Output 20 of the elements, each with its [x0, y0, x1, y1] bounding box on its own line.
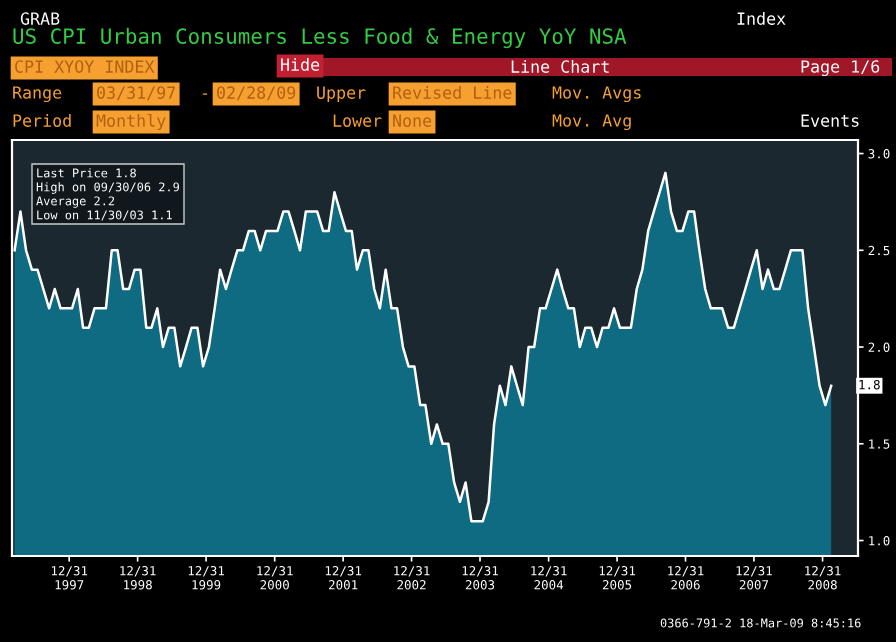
- text: CPI XYOY INDEX: [15, 60, 155, 73]
- text: Lower: [333, 114, 382, 127]
- text: Revised Line: [393, 85, 512, 99]
- text: None: [393, 114, 432, 127]
- text: Monthly: [96, 113, 166, 131]
- text: Index: [737, 11, 786, 25]
- text: 02/28/09: [217, 86, 296, 101]
- text: Mov. Avg: [552, 114, 631, 131]
- text: Events: [801, 114, 859, 127]
- chart-title: US CPI Urban Consumers Less Food & Energy YoY NSA: [13, 27, 627, 49]
- text: Line Chart: [511, 59, 609, 73]
- text: GRAB: [20, 12, 60, 25]
- text: Upper: [317, 86, 366, 103]
- text: Range: [13, 86, 62, 103]
- text: Period: [13, 113, 71, 127]
- text: Mov. Avgs: [552, 86, 641, 103]
- text: 03/31/97: [97, 86, 176, 101]
- text: Hide: [281, 57, 320, 71]
- text: -: [202, 93, 208, 95]
- text: Page 1/6: [801, 60, 880, 77]
